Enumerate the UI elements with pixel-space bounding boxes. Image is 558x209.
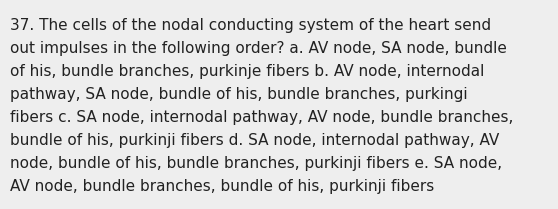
Text: of his, bundle branches, purkinje fibers b. AV node, internodal: of his, bundle branches, purkinje fibers… — [10, 64, 484, 79]
Text: node, bundle of his, bundle branches, purkinji fibers e. SA node,: node, bundle of his, bundle branches, pu… — [10, 156, 502, 171]
Text: bundle of his, purkinji fibers d. SA node, internodal pathway, AV: bundle of his, purkinji fibers d. SA nod… — [10, 133, 499, 148]
Text: out impulses in the following order? a. AV node, SA node, bundle: out impulses in the following order? a. … — [10, 41, 507, 56]
Text: 37. The cells of the nodal conducting system of the heart send: 37. The cells of the nodal conducting sy… — [10, 18, 491, 33]
Text: fibers c. SA node, internodal pathway, AV node, bundle branches,: fibers c. SA node, internodal pathway, A… — [10, 110, 513, 125]
Text: pathway, SA node, bundle of his, bundle branches, purkingi: pathway, SA node, bundle of his, bundle … — [10, 87, 468, 102]
Text: AV node, bundle branches, bundle of his, purkinji fibers: AV node, bundle branches, bundle of his,… — [10, 179, 434, 194]
